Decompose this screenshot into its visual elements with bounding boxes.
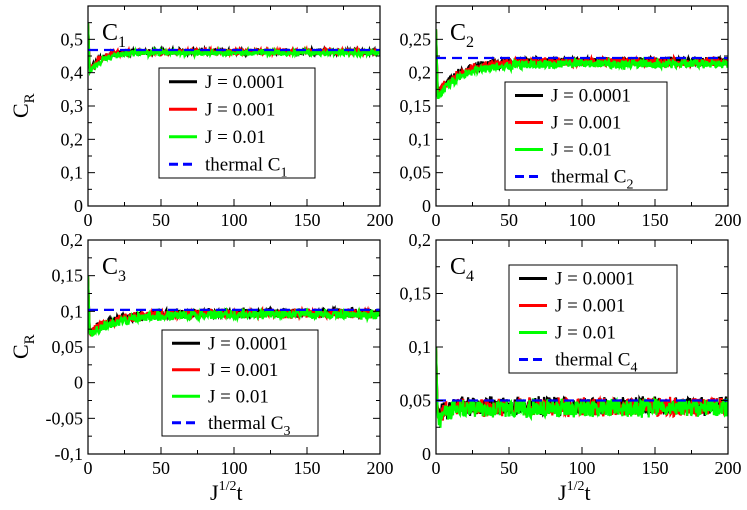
series-line-j-0-01 bbox=[436, 346, 728, 428]
legend-label: J = 0.01 bbox=[555, 323, 616, 344]
series-line-j-0-001 bbox=[88, 22, 380, 74]
y-tick-label: 0,15 bbox=[400, 96, 432, 116]
y-tick-label: 0,1 bbox=[61, 163, 84, 183]
x-tick-label: 0 bbox=[432, 458, 441, 478]
x-tick-label: 50 bbox=[152, 458, 170, 478]
x-tick-label: 0 bbox=[432, 210, 441, 230]
x-tick-label: 200 bbox=[367, 210, 394, 230]
y-tick-label: 0,2 bbox=[409, 63, 432, 83]
panel-label: C2 bbox=[450, 20, 474, 51]
legend: J = 0.0001 J = 0.001 J = 0.01 thermal C3 bbox=[161, 329, 319, 439]
legend-label: J = 0.0001 bbox=[208, 333, 288, 354]
y-tick-label: 0,05 bbox=[52, 337, 84, 357]
x-tick-label: 200 bbox=[715, 210, 742, 230]
legend-label: J = 0.001 bbox=[555, 296, 625, 317]
x-tick-label: 0 bbox=[84, 210, 93, 230]
series-line-j-0-001 bbox=[88, 275, 380, 337]
legend: J = 0.0001 J = 0.001 J = 0.01 thermal C2 bbox=[504, 81, 668, 193]
y-tick-label: 0 bbox=[74, 373, 83, 393]
legend-label: J = 0.0001 bbox=[205, 72, 285, 93]
legend-box bbox=[158, 67, 316, 179]
x-tick-label: 150 bbox=[294, 458, 321, 478]
y-tick-label: 0 bbox=[74, 196, 83, 216]
x-tick-label: 100 bbox=[221, 210, 248, 230]
x-axis-label: J1/2t bbox=[210, 479, 243, 505]
series-line-j-0-01 bbox=[88, 275, 380, 337]
y-tick-label: 0,2 bbox=[61, 129, 84, 149]
y-tick-label: 0 bbox=[422, 196, 431, 216]
x-tick-label: 150 bbox=[294, 210, 321, 230]
x-tick-label: 100 bbox=[569, 458, 596, 478]
panel-label: C4 bbox=[450, 254, 474, 285]
x-tick-label: 150 bbox=[642, 210, 669, 230]
legend-box bbox=[161, 329, 319, 437]
x-axis-label: J1/2t bbox=[558, 479, 591, 505]
legend-box bbox=[508, 264, 678, 374]
y-tick-label: 0,1 bbox=[409, 129, 432, 149]
x-tick-label: 200 bbox=[715, 458, 742, 478]
legend: J = 0.0001 J = 0.001 J = 0.01 thermal C4 bbox=[508, 264, 678, 376]
y-axis-label: CR bbox=[8, 93, 38, 118]
legend-box bbox=[504, 81, 668, 191]
legend-label: J = 0.001 bbox=[551, 113, 621, 134]
x-tick-label: 100 bbox=[221, 458, 248, 478]
legend-label: J = 0.0001 bbox=[551, 86, 631, 107]
y-tick-label: 0,5 bbox=[61, 29, 84, 49]
x-tick-label: 50 bbox=[500, 458, 518, 478]
legend-label: J = 0.01 bbox=[208, 386, 269, 407]
legend-label: J = 0.001 bbox=[205, 99, 275, 120]
y-tick-label: 0,2 bbox=[409, 230, 432, 250]
legend-label: thermal C2 bbox=[551, 167, 633, 193]
x-tick-label: 50 bbox=[152, 210, 170, 230]
legend-label: thermal C4 bbox=[555, 350, 637, 376]
chart-panel-4: 0 50 100 150 200 0 0,05 0,1 0,15 0,2 C4 J1/2t J = 0.… bbox=[400, 230, 742, 505]
x-tick-label: 150 bbox=[642, 458, 669, 478]
y-tick-label: 0,15 bbox=[400, 284, 432, 304]
y-tick-label: 0 bbox=[422, 444, 431, 464]
legend: J = 0.0001 J = 0.001 J = 0.01 thermal C1 bbox=[158, 67, 316, 180]
series-line-j-0-01 bbox=[88, 22, 380, 77]
chart-panel-1: 0 50 100 150 200 0 0,1 0,2 0,3 0,4 0,5 C1 CR J = 0.00… bbox=[8, 5, 394, 230]
y-tick-label: 0,25 bbox=[400, 29, 432, 49]
legend-label: J = 0.0001 bbox=[555, 269, 635, 290]
legend-label: thermal C1 bbox=[205, 154, 287, 180]
legend-label: thermal C3 bbox=[208, 413, 290, 439]
chart-panel-3: 0 50 100 150 200 -0,1 -0,05 0 0,05 0,1 0,15 0,2 C3 CR… bbox=[8, 230, 394, 505]
legend-label: J = 0.01 bbox=[205, 127, 266, 148]
series-line-j-0-0001 bbox=[88, 275, 380, 337]
y-tick-label: 0,3 bbox=[61, 96, 84, 116]
y-tick-label: 0,1 bbox=[61, 301, 84, 321]
y-tick-label: -0,05 bbox=[46, 408, 84, 428]
y-tick-label: 0,2 bbox=[61, 230, 84, 250]
y-tick-label: 0,15 bbox=[52, 266, 84, 286]
panel-label: C3 bbox=[102, 254, 126, 285]
chart-panel-2: 0 50 100 150 200 0 0,05 0,1 0,15 0,2 0,25 C2 J = 0.0… bbox=[400, 5, 742, 230]
y-tick-label: -0,1 bbox=[55, 444, 84, 464]
panel-label: C1 bbox=[102, 20, 126, 51]
y-axis-label: CR bbox=[8, 334, 38, 359]
y-tick-label: 0,05 bbox=[400, 391, 432, 411]
y-tick-label: 0,1 bbox=[409, 337, 432, 357]
series-line-j-0-0001 bbox=[88, 22, 380, 71]
x-tick-label: 200 bbox=[367, 458, 394, 478]
series-line-j-0-01 bbox=[436, 29, 728, 100]
legend-label: J = 0.01 bbox=[551, 140, 612, 161]
x-tick-label: 50 bbox=[500, 210, 518, 230]
y-tick-label: 0,05 bbox=[400, 163, 432, 183]
legend-label: J = 0.001 bbox=[208, 360, 278, 381]
y-tick-label: 0,4 bbox=[61, 63, 84, 83]
x-tick-label: 0 bbox=[84, 458, 93, 478]
x-tick-label: 100 bbox=[569, 210, 596, 230]
